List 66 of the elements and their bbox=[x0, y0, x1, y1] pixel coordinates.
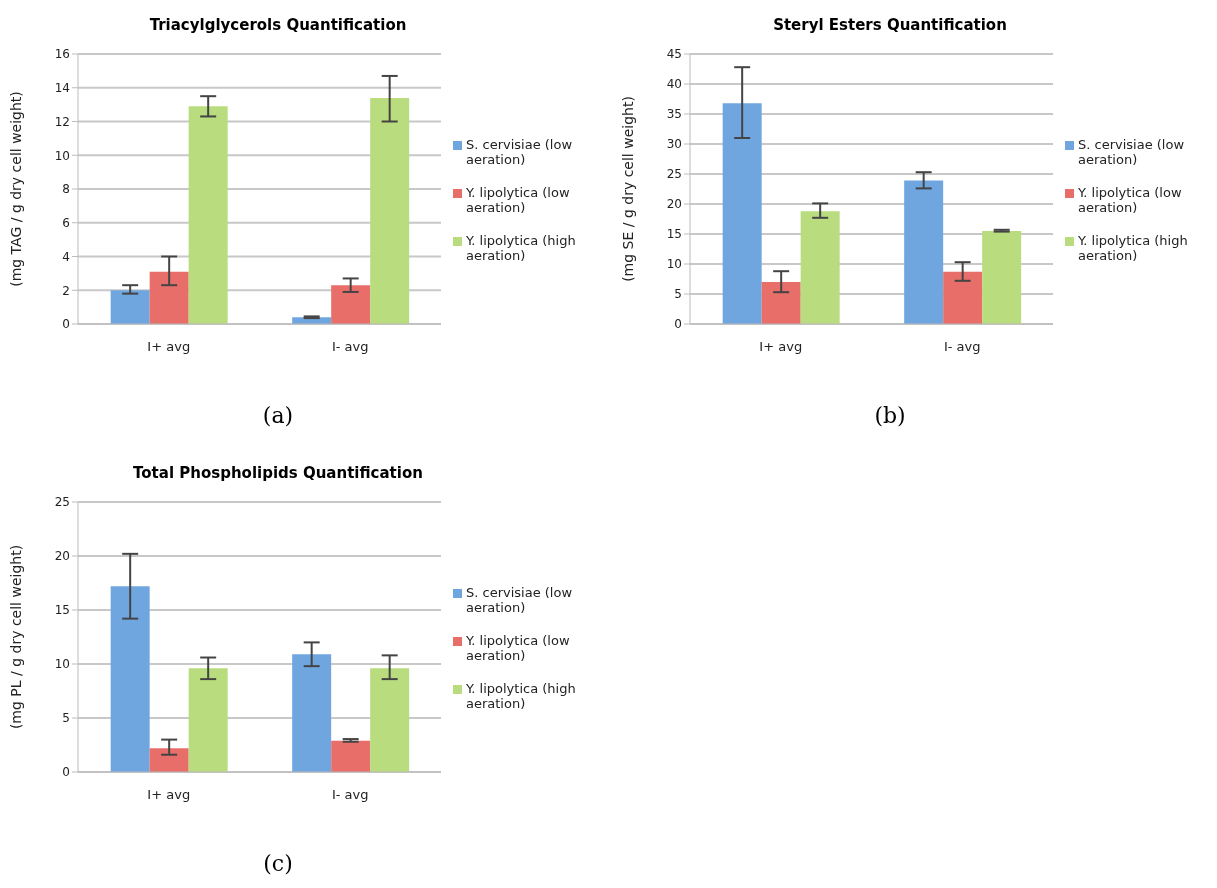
legend-label: Y. lipolytica (high aeration) bbox=[466, 233, 577, 263]
bar bbox=[188, 668, 228, 772]
y-tick-label: 16 bbox=[54, 47, 70, 62]
bar bbox=[331, 285, 371, 324]
y-tick-label: 30 bbox=[666, 137, 682, 152]
y-tick-label: 0 bbox=[62, 317, 70, 332]
bar bbox=[370, 97, 410, 324]
y-tick-label: 45 bbox=[666, 47, 682, 62]
legend-label: Y. lipolytica (low aeration) bbox=[466, 633, 571, 663]
y-tick-label: 10 bbox=[54, 657, 70, 672]
legend-label: Y. lipolytica (low aeration) bbox=[466, 185, 571, 215]
chart-title: Triacylglycerols Quantification bbox=[148, 16, 408, 34]
y-tick-label: 14 bbox=[54, 81, 70, 96]
bar bbox=[982, 231, 1022, 324]
y-tick-label: 4 bbox=[62, 249, 70, 264]
y-tick-label: 20 bbox=[54, 549, 70, 564]
x-tick-label: I+ avg bbox=[759, 339, 803, 355]
text: (a) bbox=[261, 403, 295, 428]
x-tick-label: I+ avg bbox=[147, 787, 191, 803]
y-tick-label: 15 bbox=[666, 227, 682, 242]
legend-label: S. cervisiae (low aeration) bbox=[466, 137, 574, 167]
x-tick-label: I- avg bbox=[943, 339, 981, 355]
y-tick-label: 25 bbox=[666, 167, 682, 182]
bar bbox=[292, 654, 332, 772]
bar bbox=[761, 282, 801, 324]
y-tick-label: 40 bbox=[666, 77, 682, 92]
y-tick-label: 8 bbox=[62, 182, 70, 197]
chart-title: Steryl Esters Quantification bbox=[772, 16, 1008, 34]
y-tick-label: 10 bbox=[666, 257, 682, 272]
bar bbox=[800, 211, 840, 324]
y-tick-label: 5 bbox=[674, 287, 682, 302]
y-tick-label: 2 bbox=[62, 283, 70, 298]
bar bbox=[331, 740, 371, 772]
bar bbox=[370, 668, 410, 772]
bar bbox=[149, 748, 189, 772]
legend-label: Y. lipolytica (high aeration) bbox=[1078, 233, 1189, 263]
y-tick-label: 0 bbox=[62, 765, 70, 780]
y-tick-label: 12 bbox=[54, 114, 70, 129]
bar bbox=[188, 106, 228, 324]
y-tick-label: 25 bbox=[54, 495, 70, 510]
y-axis-title: (mg PL / g dry cell weight) bbox=[7, 544, 24, 730]
bar bbox=[110, 586, 150, 772]
text: (b) bbox=[873, 403, 907, 428]
y-axis-title: (mg SE / g dry cell weight) bbox=[619, 96, 636, 282]
text: (c) bbox=[262, 851, 294, 876]
legend-label: S. cervisiae (low aeration) bbox=[1078, 137, 1186, 167]
y-axis-title: (mg TAG / g dry cell weight) bbox=[7, 91, 24, 287]
bar bbox=[904, 180, 944, 324]
bar bbox=[149, 271, 189, 324]
bar bbox=[943, 271, 983, 324]
x-tick-label: I- avg bbox=[331, 339, 369, 355]
y-tick-label: 10 bbox=[54, 148, 70, 163]
chart-title: Total Phospholipids Quantification bbox=[132, 464, 424, 482]
y-tick-label: 15 bbox=[54, 603, 70, 618]
y-tick-label: 20 bbox=[666, 197, 682, 212]
y-tick-label: 0 bbox=[674, 317, 682, 332]
y-tick-label: 35 bbox=[666, 107, 682, 122]
legend-label: Y. lipolytica (high aeration) bbox=[466, 681, 577, 711]
bar bbox=[722, 103, 762, 324]
y-tick-label: 6 bbox=[62, 216, 70, 231]
legend-label: Y. lipolytica (low aeration) bbox=[1078, 185, 1183, 215]
legend-label: S. cervisiae (low aeration) bbox=[466, 585, 574, 615]
x-tick-label: I+ avg bbox=[147, 339, 191, 355]
bar bbox=[110, 290, 150, 324]
y-tick-label: 5 bbox=[62, 711, 70, 726]
x-tick-label: I- avg bbox=[331, 787, 369, 803]
